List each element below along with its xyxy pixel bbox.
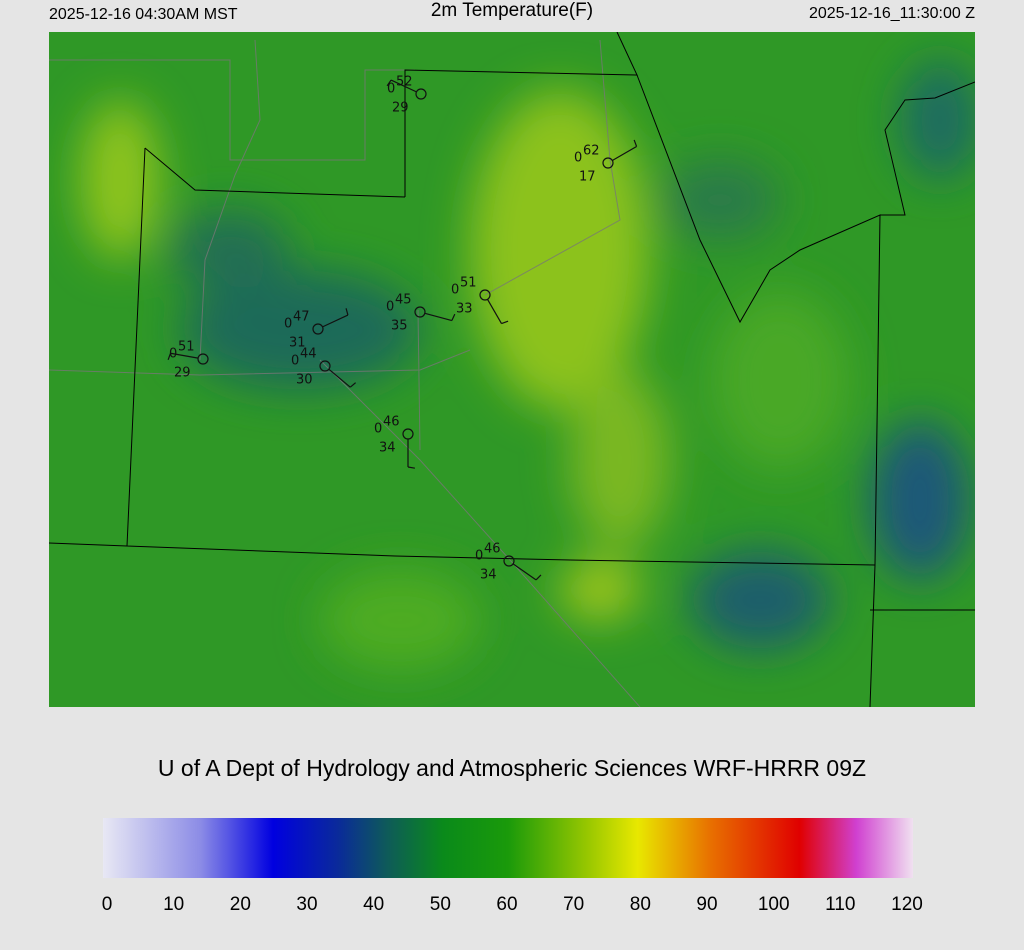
station-temperature: 51: [178, 340, 195, 355]
colorbar-tick-label: 50: [430, 894, 451, 915]
wind-barb: [322, 314, 349, 328]
colorbar: [103, 818, 913, 878]
wind-barb-flag: [535, 574, 542, 581]
station-dewpoint: 31: [289, 336, 306, 351]
station-visibility: 0: [386, 300, 394, 315]
station-visibility: 0: [374, 422, 382, 437]
wind-barb: [424, 312, 453, 322]
colorbar-tick-label: 120: [891, 894, 923, 915]
station-temperature: 44: [300, 347, 317, 362]
wind-barb-flag: [349, 382, 357, 388]
station-dewpoint: 29: [392, 101, 409, 116]
colorbar-tick-label: 90: [696, 894, 717, 915]
wind-barb-flag: [386, 79, 392, 87]
wind-barb-flag: [633, 139, 638, 147]
wind-barb: [328, 368, 351, 388]
station-dewpoint: 35: [391, 319, 408, 334]
station-temperature: 52: [396, 75, 413, 90]
valid-time-utc: 2025-12-16_11:30:00 Z: [809, 5, 975, 22]
station-temperature: 46: [383, 415, 400, 430]
station-circle: [312, 323, 324, 335]
station-circle: [602, 157, 614, 169]
station-dewpoint: 34: [379, 441, 396, 456]
station-temperature: 62: [583, 144, 600, 159]
station-circle: [503, 555, 515, 567]
station-circle: [197, 353, 209, 365]
station-temperature: 47: [293, 310, 310, 325]
temperature-field: [49, 32, 975, 707]
wind-barb-flag: [501, 320, 509, 325]
station-visibility: 0: [475, 549, 483, 564]
wind-barb: [612, 145, 637, 162]
colorbar-tick-label: 100: [758, 894, 790, 915]
colorbar-tick-label: 30: [296, 894, 317, 915]
credit: U of A Dept of Hydrology and Atmospheric…: [158, 755, 866, 781]
colorbar-tick-label: 70: [563, 894, 584, 915]
station-circle: [479, 289, 491, 301]
station-dewpoint: 29: [174, 366, 191, 381]
colorbar-tick-label: 0: [102, 894, 113, 915]
station-dewpoint: 34: [480, 568, 497, 583]
wind-barb: [486, 299, 503, 324]
colorbar-tick-label: 40: [363, 894, 384, 915]
station-circle: [414, 306, 426, 318]
station-temperature: 45: [395, 293, 412, 308]
wind-barb-flag: [167, 353, 172, 361]
station-circle: [319, 360, 331, 372]
station-temperature: 46: [484, 542, 501, 557]
map-title: 2m Temperature(F): [431, 0, 593, 21]
valid-time-local: 2025-12-16 04:30AM MST: [49, 6, 238, 23]
station-dewpoint: 33: [456, 302, 473, 317]
colorbar-tick-label: 20: [230, 894, 251, 915]
station-visibility: 0: [291, 354, 299, 369]
station-visibility: 0: [284, 317, 292, 332]
wind-barb: [512, 563, 537, 581]
station-visibility: 0: [169, 347, 177, 362]
station-circle: [415, 88, 427, 100]
station-visibility: 0: [451, 283, 459, 298]
colorbar-ticks: 0 10 20 30 40 50 60 70 80 90 100 110 120: [102, 894, 923, 915]
station-dewpoint: 17: [579, 170, 596, 185]
station-dewpoint: 30: [296, 373, 313, 388]
station-plots: 5202962017510334503547031510294403046034…: [167, 75, 638, 583]
colorbar-tick-label: 60: [496, 894, 517, 915]
colorbar-tick-label: 10: [163, 894, 184, 915]
colorbar-tick-label: 110: [825, 894, 855, 915]
station-visibility: 0: [387, 82, 395, 97]
wind-barb-flag: [345, 308, 349, 316]
wind-barb-flag: [451, 313, 456, 321]
wind-barb-flag: [407, 466, 416, 469]
wind-barb: [170, 352, 199, 359]
wind-barb: [390, 79, 417, 93]
station-temperature: 51: [460, 276, 477, 291]
station-visibility: 0: [574, 151, 582, 166]
colorbar-tick-label: 80: [630, 894, 651, 915]
